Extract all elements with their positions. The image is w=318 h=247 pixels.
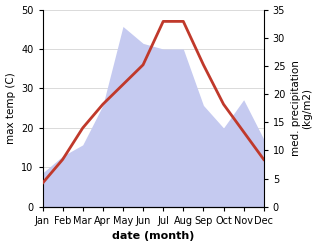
- X-axis label: date (month): date (month): [112, 231, 194, 242]
- Y-axis label: max temp (C): max temp (C): [5, 72, 16, 144]
- Y-axis label: med. precipitation
(kg/m2): med. precipitation (kg/m2): [291, 60, 313, 156]
